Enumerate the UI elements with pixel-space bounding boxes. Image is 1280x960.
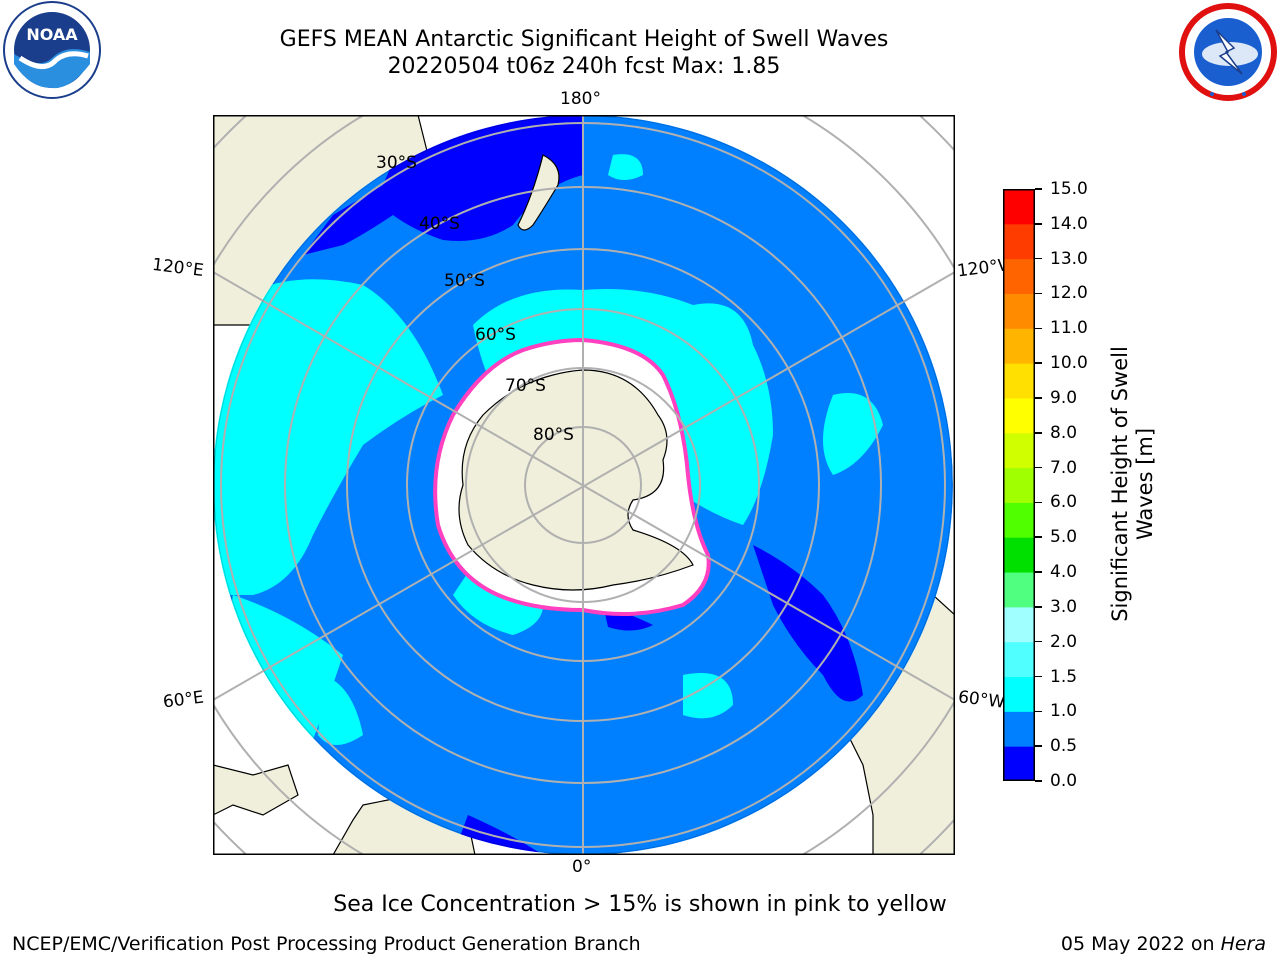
colorbar-tick-mark	[1035, 223, 1042, 225]
national-weather-service-logo	[1179, 3, 1277, 101]
colorbar-tick-label: 15.0	[1050, 179, 1088, 199]
colorbar-tick-mark	[1035, 745, 1042, 747]
lon-label-0: 0°	[572, 857, 592, 877]
colorbar-label-line2: Waves [m]	[1133, 427, 1157, 541]
antarctica-land	[458, 369, 694, 591]
colorbar-tick-mark	[1035, 780, 1042, 782]
colorbar-segment	[1003, 293, 1035, 329]
colorbar-tick-label: 7.0	[1050, 457, 1078, 478]
sea-ice-note: Sea Ice Concentration > 15% is shown in …	[333, 892, 947, 917]
colorbar-tick-label: 10.0	[1050, 353, 1088, 374]
run-date-text: 05 May 2022 on	[1060, 933, 1215, 955]
colorbar-segment	[1003, 223, 1035, 260]
colorbar-tick-label: 3.0	[1050, 596, 1078, 617]
map-title-line2: 20220504 t06z 240h fcst Max: 1.85	[387, 54, 781, 79]
colorbar-label: Significant Height of Swell Waves [m]	[1103, 334, 1163, 634]
colorbar-tick-label: 8.0	[1050, 422, 1078, 443]
colorbar-tick-label: 9.0	[1050, 387, 1078, 408]
map-title-line1: GEFS MEAN Antarctic Significant Height o…	[279, 27, 889, 52]
colorbar-segment	[1003, 189, 1035, 225]
colorbar-tick-mark	[1035, 397, 1042, 399]
colorbar-tick-label: 5.0	[1050, 527, 1078, 548]
colorbar-tick-label: 11.0	[1050, 318, 1088, 339]
colorbar-frame	[1003, 189, 1035, 781]
colorbar-segment	[1003, 676, 1035, 712]
colorbar	[1003, 189, 1035, 781]
colorbar-segment	[1003, 258, 1035, 294]
colorbar-tick-mark	[1035, 432, 1042, 434]
swell-band-indian	[213, 279, 443, 595]
lat-label-60s: 60°S	[475, 325, 516, 345]
lon-label-120e: 120°E	[150, 254, 205, 282]
colorbar-segment	[1003, 641, 1035, 678]
colorbar-segment	[1003, 502, 1035, 538]
run-date: 05 May 2022 on Hera	[1061, 933, 1266, 955]
colorbar-tick-label: 14.0	[1050, 213, 1088, 234]
lat-label-70s: 70°S	[505, 376, 546, 396]
colorbar-tick-label: 13.0	[1050, 248, 1088, 269]
africa-land	[213, 764, 299, 816]
colorbar-tick-mark	[1035, 257, 1042, 260]
colorbar-tick-mark	[1035, 606, 1042, 608]
colorbar-tick-mark	[1035, 640, 1042, 643]
colorbar-tick-label: 12.0	[1050, 283, 1088, 304]
colorbar-tick-mark	[1035, 466, 1042, 469]
lon-label-60e: 60°E	[161, 687, 205, 713]
colorbar-tick-label: 1.5	[1050, 666, 1078, 687]
lat-label-30s: 30°S	[376, 153, 417, 173]
colorbar-segment	[1003, 432, 1035, 469]
colorbar-tick-label: 0.5	[1050, 736, 1078, 757]
lon-label-60w: 60°W	[956, 687, 1006, 713]
noaa-logo-text: NOAA	[26, 25, 78, 44]
colorbar-tick-mark	[1035, 292, 1042, 295]
colorbar-tick-label: 0.0	[1050, 771, 1078, 791]
colorbar-tick-mark	[1035, 536, 1042, 538]
credit-line: NCEP/EMC/Verification Post Processing Pr…	[12, 933, 641, 955]
colorbar-segment	[1003, 397, 1035, 434]
colorbar-label-line1: Significant Height of Swell	[1108, 346, 1132, 622]
colorbar-tick-mark	[1035, 362, 1042, 364]
swell-low-tasman	[303, 115, 583, 255]
colorbar-segment	[1003, 711, 1035, 747]
colorbar-segment	[1003, 746, 1035, 781]
lat-label-50s: 50°S	[444, 271, 485, 291]
noaa-logo: NOAA	[3, 1, 101, 99]
colorbar-segment	[1003, 467, 1035, 503]
lat-label-40s: 40°S	[419, 214, 460, 234]
colorbar-segment	[1003, 606, 1035, 643]
colorbar-tick-mark	[1035, 327, 1042, 330]
colorbar-segment	[1003, 328, 1035, 364]
machine-name: Hera	[1220, 933, 1266, 955]
lon-label-180: 180°	[560, 89, 601, 109]
colorbar-tick-label: 1.0	[1050, 701, 1078, 722]
colorbar-tick-label: 4.0	[1050, 562, 1078, 583]
colorbar-tick-mark	[1035, 188, 1042, 190]
lat-label-80s: 80°S	[533, 425, 574, 445]
colorbar-segment	[1003, 572, 1035, 608]
new-zealand-land	[517, 154, 560, 231]
colorbar-tick-mark	[1035, 501, 1042, 504]
graticule	[213, 115, 955, 855]
colorbar-tick-mark	[1035, 571, 1042, 573]
colorbar-tick-label: 6.0	[1050, 492, 1078, 513]
colorbar-tick-mark	[1035, 710, 1042, 713]
polar-map	[213, 115, 955, 855]
colorbar-tick-mark	[1035, 675, 1042, 678]
colorbar-segment	[1003, 537, 1035, 573]
colorbar-tick-label: 2.0	[1050, 631, 1078, 652]
colorbar-segment	[1003, 363, 1035, 399]
